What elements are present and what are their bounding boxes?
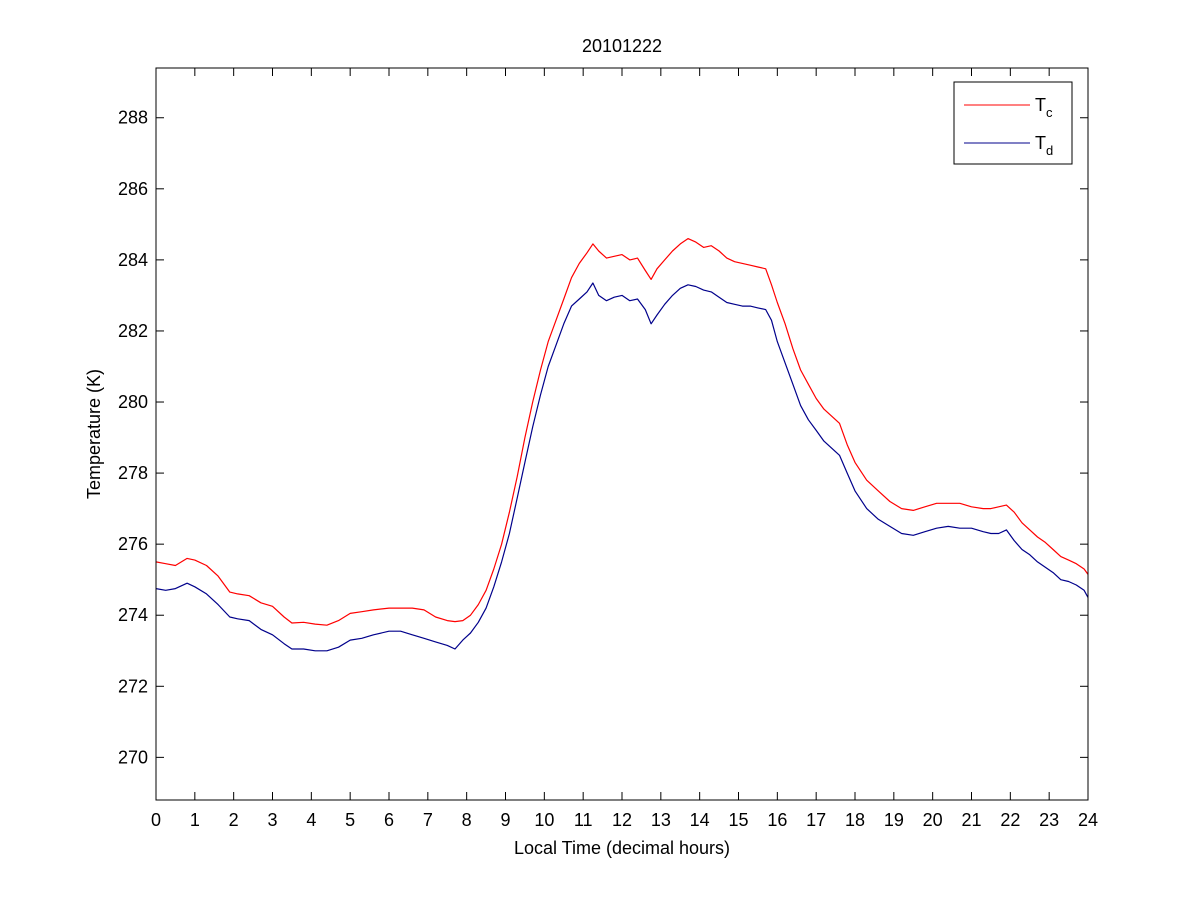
- x-tick-label: 14: [690, 810, 710, 830]
- y-tick-label: 286: [118, 179, 148, 199]
- y-tick-label: 278: [118, 463, 148, 483]
- axes-frame: [155, 67, 1089, 801]
- x-tick-label: 20: [923, 810, 943, 830]
- x-tick-label: 0: [151, 810, 161, 830]
- plot-area: [156, 68, 1088, 800]
- x-tick-label: 21: [961, 810, 981, 830]
- y-tick-label: 274: [118, 605, 148, 625]
- x-tick-label: 8: [462, 810, 472, 830]
- plot-series: [155, 238, 1089, 652]
- y-axis-label: Temperature (K): [84, 369, 104, 499]
- x-tick-label: 13: [651, 810, 671, 830]
- x-tick-label: 9: [500, 810, 510, 830]
- legend: Tc Td: [953, 81, 1073, 165]
- x-tick-label: 6: [384, 810, 394, 830]
- x-tick-label: 17: [806, 810, 826, 830]
- series-line-tc: [155, 238, 1089, 626]
- chart-title: 20101222: [582, 36, 662, 56]
- y-tick-label: 272: [118, 676, 148, 696]
- x-tick-label: 22: [1000, 810, 1020, 830]
- x-tick-label: 7: [423, 810, 433, 830]
- y-tick-label: 276: [118, 534, 148, 554]
- x-tick-label: 15: [728, 810, 748, 830]
- x-tick-label: 1: [190, 810, 200, 830]
- axis-ticks: 0 1 2 3 4 5 6 7 8 9 10 11 12 13 14 15 16 17 18 19 20 21 22 23 24…: [118, 68, 1098, 830]
- legend-box: [953, 81, 1073, 165]
- x-tick-label: 18: [845, 810, 865, 830]
- x-tick-label: 12: [612, 810, 632, 830]
- x-tick-label: 10: [534, 810, 554, 830]
- x-tick-label: 24: [1078, 810, 1098, 830]
- legend-label-td: Td: [1035, 133, 1053, 158]
- x-axis-label: Local Time (decimal hours): [514, 838, 730, 858]
- x-tick-label: 11: [574, 810, 593, 830]
- y-tick-label: 284: [118, 250, 148, 270]
- y-tick-label: 270: [118, 747, 148, 767]
- y-tick-label: 288: [118, 108, 148, 128]
- x-tick-label: 16: [767, 810, 787, 830]
- x-tick-label: 3: [267, 810, 277, 830]
- y-tick-label: 280: [118, 392, 148, 412]
- x-tick-label: 19: [884, 810, 904, 830]
- x-tick-label: 2: [229, 810, 239, 830]
- y-tick-label: 282: [118, 321, 148, 341]
- x-tick-label: 23: [1039, 810, 1059, 830]
- x-tick-label: 4: [306, 810, 316, 830]
- legend-label-tc: Tc: [1035, 95, 1053, 120]
- series-line-td: [155, 282, 1089, 652]
- x-tick-label: 5: [345, 810, 355, 830]
